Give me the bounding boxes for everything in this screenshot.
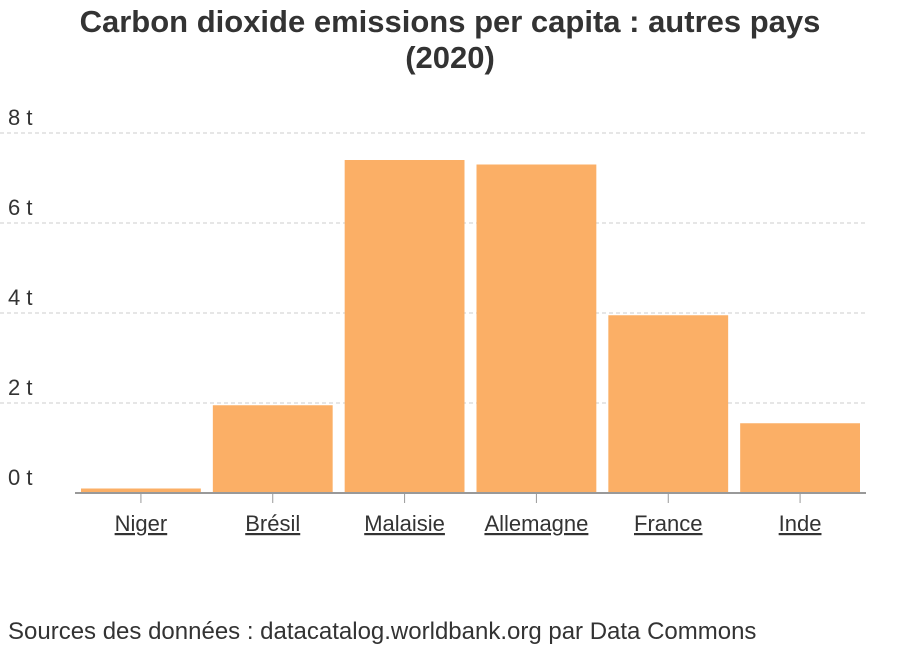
x-tick-label-brésil[interactable]: Brésil xyxy=(245,511,300,536)
x-axis xyxy=(75,492,866,503)
x-tick-label-malaisie[interactable]: Malaisie xyxy=(364,511,445,536)
data-source-note: Sources des données : datacatalog.worldb… xyxy=(8,618,757,645)
chart-title-line-1: Carbon dioxide emissions per capita : au… xyxy=(79,4,821,39)
x-tick-label-inde[interactable]: Inde xyxy=(779,511,822,536)
y-tick-label: 6 t xyxy=(8,195,32,220)
bar-niger[interactable] xyxy=(81,488,201,494)
y-axis-labels: 0 t 2 t 4 t 6 t 8 t xyxy=(8,105,32,490)
x-tick-label-france[interactable]: France xyxy=(634,511,702,536)
bar-chart: 0 t 2 t 4 t 6 t 8 t Niger Brésil Malaisie Allem… xyxy=(0,105,866,536)
x-tick-label-allemagne[interactable]: Allemagne xyxy=(484,511,588,536)
bars xyxy=(81,160,860,493)
y-tick-label: 8 t xyxy=(8,105,32,130)
chart-title-line-2: (2020) xyxy=(405,40,495,75)
y-tick-label: 4 t xyxy=(8,285,32,310)
bar-brésil[interactable] xyxy=(212,405,333,493)
bar-france[interactable] xyxy=(608,315,729,493)
bar-inde[interactable] xyxy=(740,423,860,493)
x-axis-labels: Niger Brésil Malaisie Allemagne France Inde xyxy=(115,511,822,536)
bar-allemagne[interactable] xyxy=(476,164,597,494)
y-tick-label: 2 t xyxy=(8,375,32,400)
bar-malaisie[interactable] xyxy=(344,160,465,493)
y-tick-label: 0 t xyxy=(8,465,32,490)
x-tick-label-niger[interactable]: Niger xyxy=(115,511,168,536)
chart-title: Carbon dioxide emissions per capita : au… xyxy=(0,4,900,76)
